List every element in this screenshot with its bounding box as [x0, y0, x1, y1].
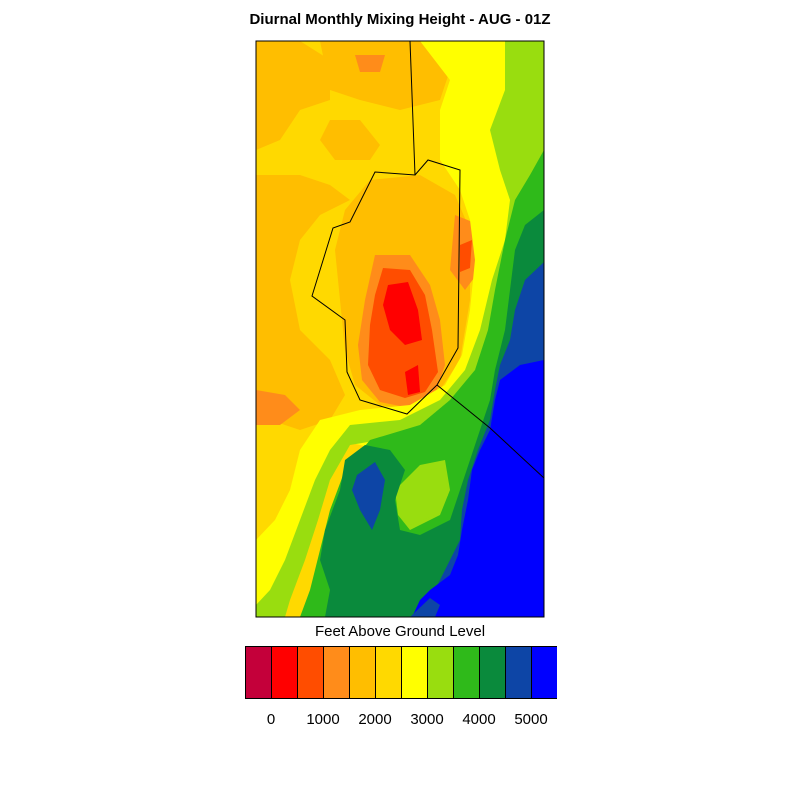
legend-swatch-3 [323, 646, 350, 699]
legend-tick-label: 0 [266, 711, 276, 728]
map-frame [255, 40, 545, 618]
color-legend [245, 646, 557, 699]
legend-tick-label: 1000 [306, 711, 340, 728]
contour-orange-nw [256, 41, 330, 150]
chart-title: Diurnal Monthly Mixing Height - AUG - 01… [249, 11, 551, 28]
contour-dark-orange-west [256, 390, 300, 425]
legend-swatch-4 [349, 646, 376, 699]
legend-swatch-2 [297, 646, 324, 699]
legend-tick-label: 2000 [358, 711, 392, 728]
state-boundary [436, 384, 544, 479]
contour-dark-blue-pocket [352, 462, 385, 530]
legend-swatch-6 [401, 646, 428, 699]
contour-red-south [405, 365, 420, 395]
contour-fill [256, 41, 544, 617]
legend-title: Feet Above Ground Level [314, 623, 486, 640]
legend-swatch-7 [427, 646, 454, 699]
contour-blue [412, 360, 544, 617]
contour-yellow-green-band [256, 41, 544, 617]
legend-tick-label: 5000 [514, 711, 548, 728]
legend-swatch-0 [245, 646, 272, 699]
legend-swatch-10 [505, 646, 532, 699]
contour-dark-orange-north [355, 55, 385, 72]
legend-swatch-5 [375, 646, 402, 699]
county-boundary [311, 41, 461, 415]
legend-swatch-8 [453, 646, 480, 699]
legend-tick-label: 3000 [410, 711, 444, 728]
legend-swatch-11 [531, 646, 557, 699]
legend-swatch-1 [271, 646, 298, 699]
contour-red-core [383, 282, 422, 345]
contour-orange-west [256, 175, 350, 430]
legend-tick-label: 4000 [462, 711, 496, 728]
legend-swatch-9 [479, 646, 506, 699]
contour-orange-mid [320, 120, 380, 160]
contour-orange-north [320, 41, 450, 110]
contour-yellow-green-inner [402, 468, 448, 525]
contour-dark-blue-south [410, 598, 440, 617]
contour-red-orange-east [460, 240, 472, 272]
